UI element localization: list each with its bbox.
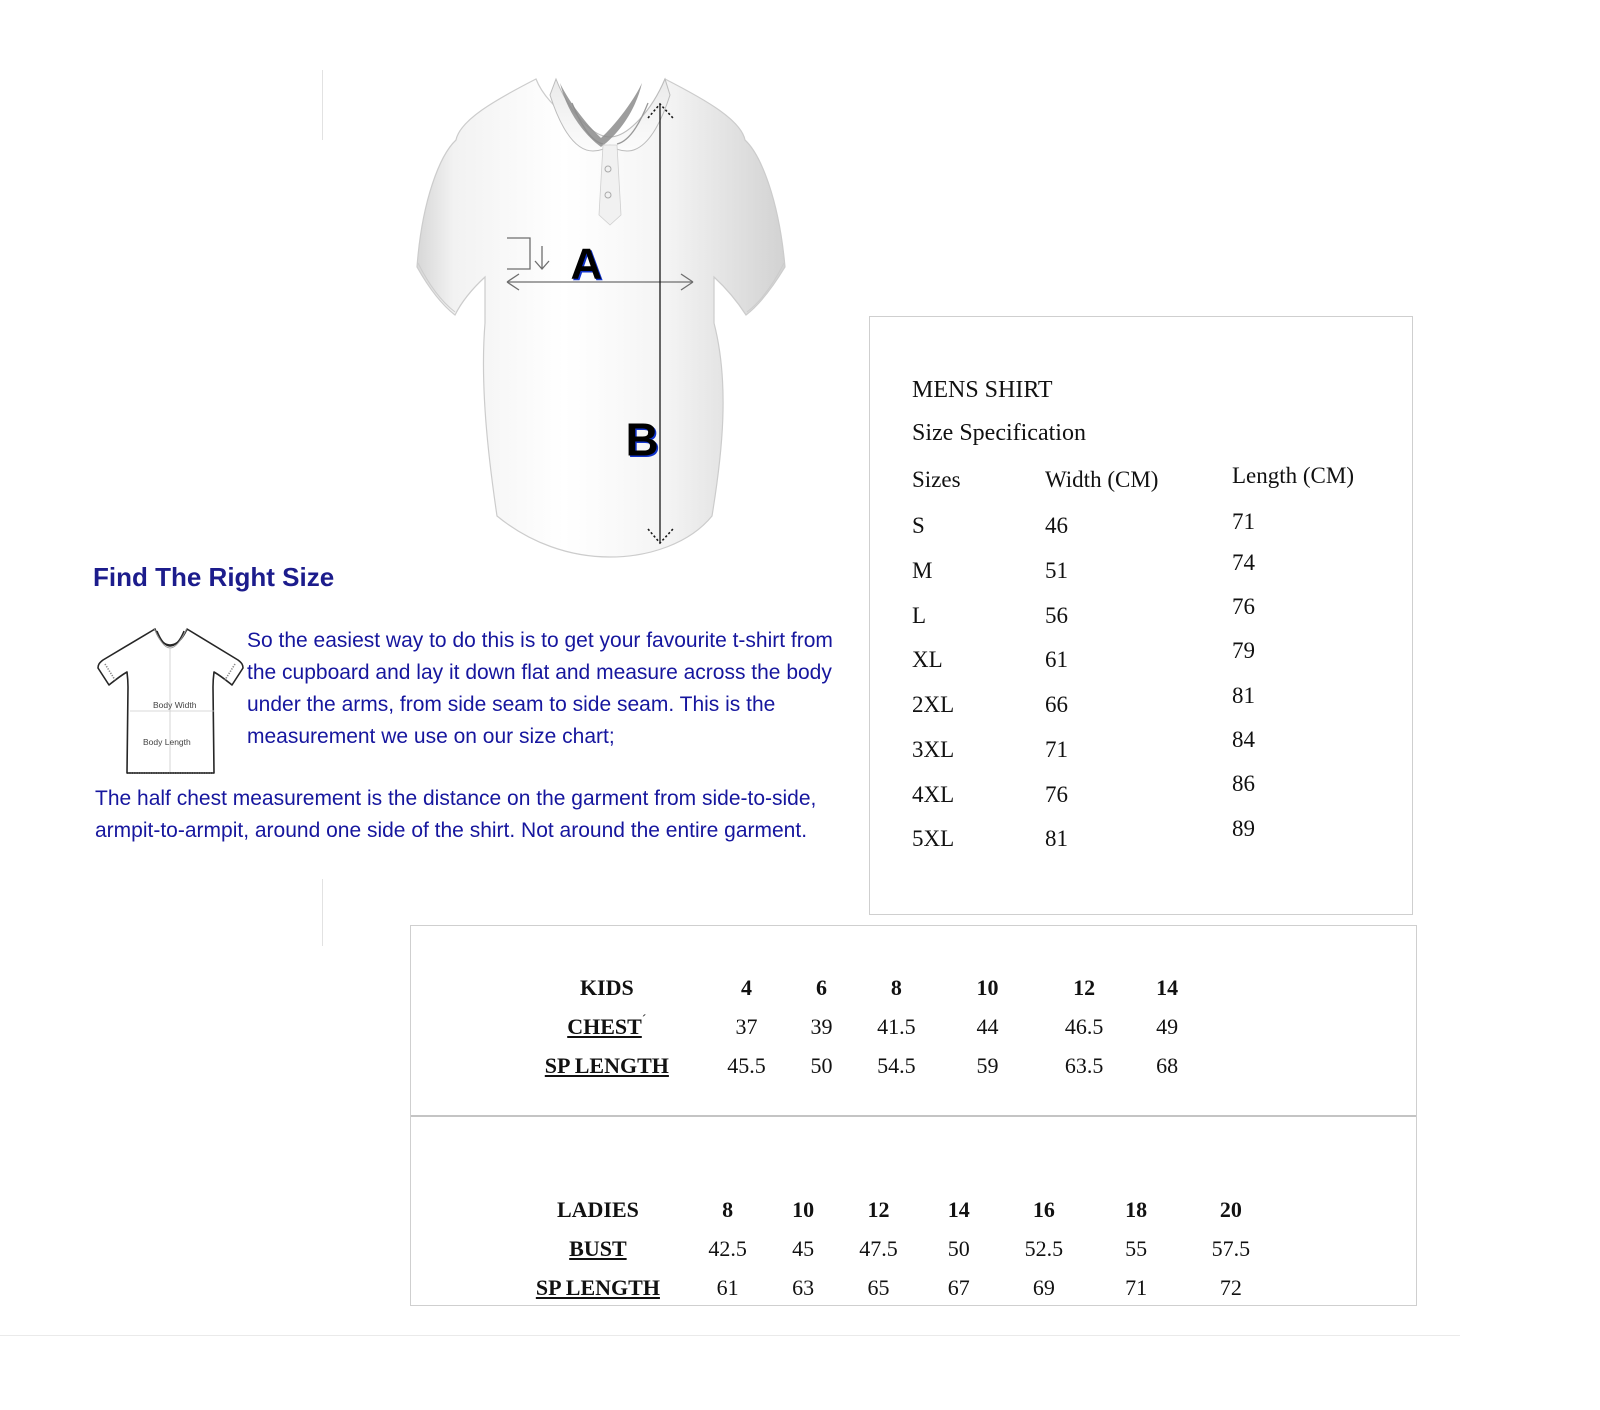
svg-text:Body Length: Body Length [143, 737, 191, 747]
svg-text:B: B [626, 414, 659, 466]
svg-text:A: A [571, 240, 603, 289]
svg-text:Body Width: Body Width [153, 700, 197, 710]
